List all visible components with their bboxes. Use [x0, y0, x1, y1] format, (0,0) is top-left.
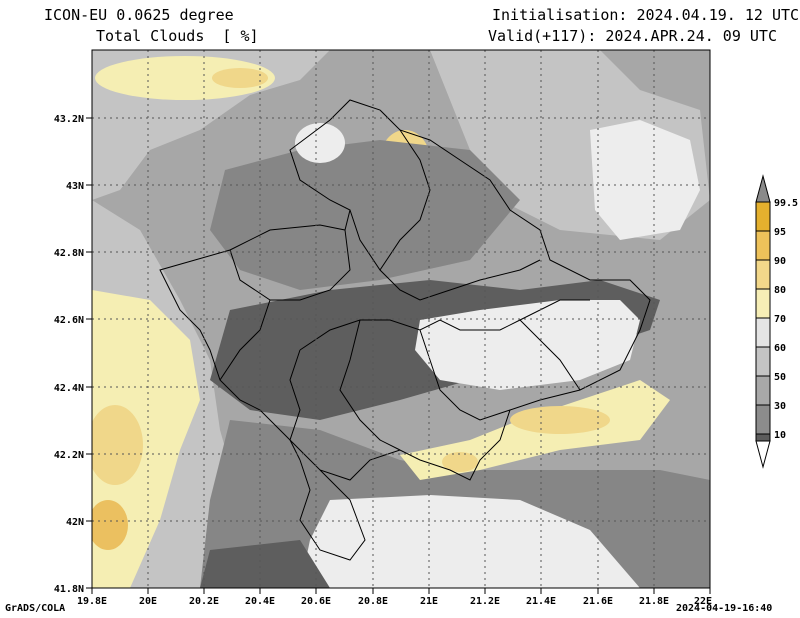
- tick-marks: [86, 117, 711, 594]
- cloud-patch-north-clear: [295, 123, 345, 163]
- colorbar-label: 80: [774, 285, 786, 296]
- colorbar: 99.5 95 90 80 70 60 50 30 10: [755, 174, 798, 469]
- cloud-patch-south-orange: [442, 452, 478, 472]
- colorbar-swatch-80: [755, 259, 771, 290]
- lon-label: 20E: [139, 596, 157, 607]
- cloud-patch-top-orange: [212, 68, 268, 88]
- outer-border: [159, 99, 651, 481]
- init-time: Initialisation: 2024.04.19. 12 UTC: [492, 6, 800, 24]
- internal-border-1: [299, 299, 590, 351]
- lon-label: 20.2E: [189, 596, 219, 607]
- lat-label: 41.8N: [54, 584, 84, 595]
- lon-axis-labels: 19.8E 20E 20.2E 20.4E 20.6E 20.8E 21E 21…: [77, 596, 712, 607]
- internal-border-2: [349, 209, 541, 301]
- lon-label: 21.2E: [470, 596, 500, 607]
- internal-border-7: [519, 319, 581, 391]
- lat-label: 42.4N: [54, 383, 84, 394]
- colorbar-swatch-70: [755, 288, 771, 319]
- colorbar-label: 30: [774, 401, 786, 412]
- lon-label: 22E: [694, 596, 712, 607]
- graticule: [92, 50, 710, 588]
- grads-credit: GrADS/COLA: [5, 603, 66, 614]
- lon-label: 20.8E: [358, 596, 388, 607]
- colorbar-swatch-30: [755, 375, 771, 406]
- colorbar-swatch-0: [755, 433, 771, 442]
- cloud-patch-ne-clear: [590, 120, 700, 240]
- internal-border-4: [289, 349, 301, 461]
- colorbar-swatch-60: [755, 317, 771, 348]
- lon-label: 19.8E: [77, 596, 107, 607]
- colorbar-top-arrow: [755, 174, 771, 203]
- lon-label: 21.4E: [526, 596, 556, 607]
- internal-border-8: [229, 229, 351, 301]
- colorbar-bottom-arrow: [755, 440, 771, 469]
- cloud-patch-top-yellow: [95, 56, 275, 100]
- colorbar-label: 95: [774, 227, 786, 238]
- internal-border-6: [419, 329, 511, 421]
- colorbar-swatch-10: [755, 404, 771, 435]
- cloud-band-north: [210, 140, 520, 290]
- lon-label: 21.6E: [583, 596, 613, 607]
- render-timestamp: 2024-04-19-16:40: [676, 603, 773, 614]
- lon-label: 20.6E: [301, 596, 331, 607]
- lat-label: 42.2N: [54, 450, 84, 461]
- cloud-patch-sw-orange: [92, 405, 143, 485]
- south-border-loop: [299, 459, 366, 561]
- colorbar-label: 99.5: [774, 198, 798, 209]
- lat-axis-labels: 43.2N 43N 42.8N 42.6N 42.4N 42.2N 42N 41…: [54, 114, 84, 595]
- lat-label: 42N: [66, 517, 84, 528]
- lat-label: 42.8N: [54, 248, 84, 259]
- cloud-field: [92, 50, 710, 588]
- colorbar-label: 60: [774, 343, 786, 354]
- lat-label: 43N: [66, 181, 84, 192]
- cloud-patch-se-orange: [510, 406, 610, 434]
- cloud-patch-east-clear: [415, 300, 640, 390]
- internal-border-3: [379, 129, 431, 271]
- lat-label: 42.6N: [54, 315, 84, 326]
- cloud-patch-south-clear: [300, 495, 640, 588]
- cloud-patch-sw-dark: [200, 540, 330, 588]
- colorbar-swatch-95: [755, 201, 771, 232]
- cloud-patch-sw-deep: [92, 500, 128, 550]
- lat-label: 43.2N: [54, 114, 84, 125]
- colorbar-label: 50: [774, 372, 786, 383]
- model-title: ICON-EU 0.0625 degree: [44, 6, 234, 24]
- colorbar-swatch-50: [755, 346, 771, 377]
- borders: [159, 99, 651, 561]
- lon-label: 21.8E: [639, 596, 669, 607]
- internal-border-5: [339, 319, 401, 451]
- valid-time: Valid(+117): 2024.APR.24. 09 UTC: [488, 27, 777, 45]
- lon-label: 20.4E: [245, 596, 275, 607]
- colorbar-label: 10: [774, 430, 786, 441]
- internal-border-9: [219, 299, 271, 381]
- colorbar-swatch-90: [755, 230, 771, 261]
- field-title: Total Clouds [ %]: [96, 27, 259, 45]
- lon-label: 21E: [420, 596, 438, 607]
- colorbar-label: 70: [774, 314, 786, 325]
- colorbar-label: 90: [774, 256, 786, 267]
